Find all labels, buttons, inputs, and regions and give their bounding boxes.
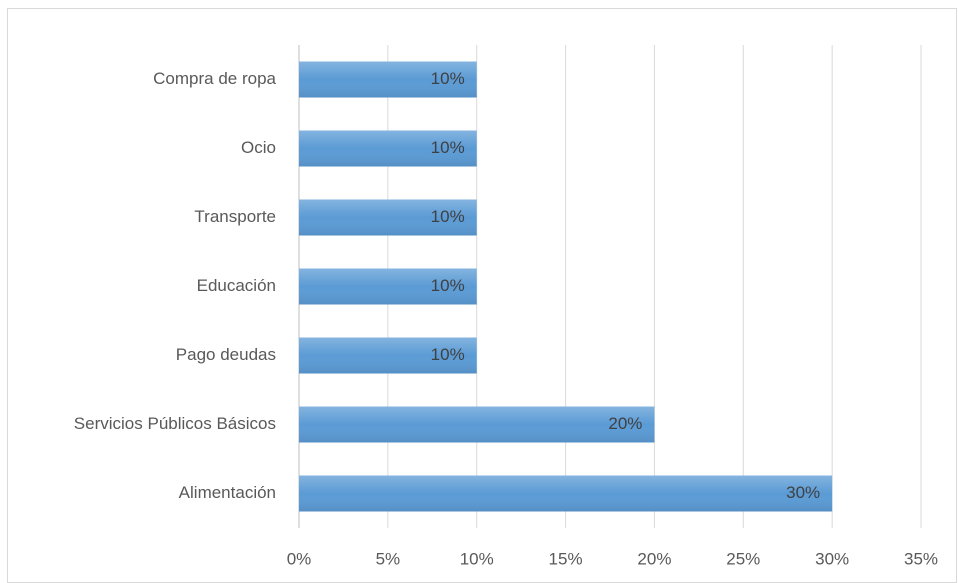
y-tick-label: Ocio (241, 138, 276, 157)
x-tick-label: 15% (549, 549, 583, 568)
y-tick-label: Pago deudas (176, 345, 276, 364)
bar-shade (299, 268, 477, 305)
y-tick-label: Alimentación (179, 483, 276, 502)
bar-shade (299, 199, 477, 236)
bar-shade (299, 475, 833, 512)
value-label: 10% (431, 69, 465, 88)
bar-shade (299, 406, 655, 443)
value-label: 10% (431, 345, 465, 364)
x-tick-label: 0% (287, 549, 312, 568)
value-label: 20% (608, 414, 642, 433)
x-tick-label: 10% (460, 549, 494, 568)
bar-shade (299, 130, 477, 167)
value-label: 10% (431, 276, 465, 295)
y-tick-label: Educación (197, 276, 276, 295)
x-tick-label: 5% (376, 549, 401, 568)
value-label: 10% (431, 138, 465, 157)
bar-shade (299, 337, 477, 374)
y-tick-label: Transporte (194, 207, 276, 226)
x-tick-label: 20% (637, 549, 671, 568)
bar-shade (299, 61, 477, 98)
y-tick-label: Compra de ropa (153, 69, 276, 88)
y-tick-label: Servicios Públicos Básicos (74, 414, 276, 433)
value-label: 10% (431, 207, 465, 226)
x-tick-label: 35% (904, 549, 938, 568)
x-tick-label: 25% (726, 549, 760, 568)
x-tick-label: 30% (815, 549, 849, 568)
value-label: 30% (786, 483, 820, 502)
